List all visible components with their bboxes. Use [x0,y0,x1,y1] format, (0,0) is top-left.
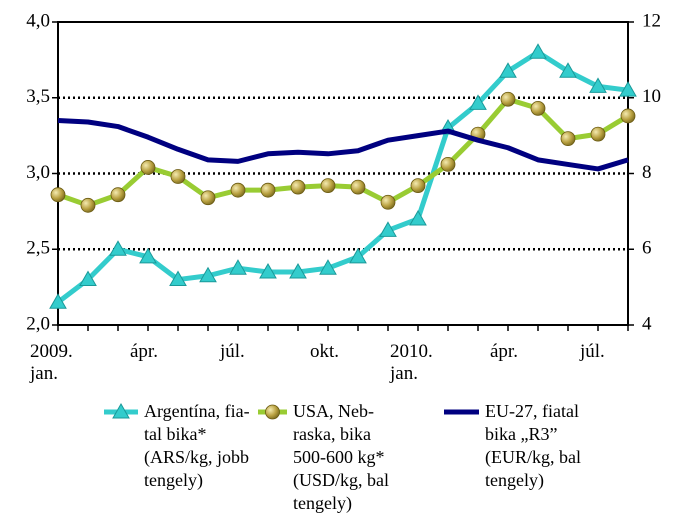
marker [319,259,337,275]
y-tick-label: 2,5 [26,238,50,259]
marker [349,247,367,264]
y-tick-label: 3,5 [26,86,50,107]
y-tick-label: 4,0 [26,10,50,31]
y-tick-label: 2,0 [26,313,50,334]
marker [589,77,607,93]
marker [500,91,516,107]
marker [170,169,186,184]
y2-tick-label: 10 [642,86,661,107]
legend-marker [265,404,280,420]
x-tick-label: júl. [220,341,245,362]
marker [469,94,487,110]
legend-marker [112,402,130,419]
marker [79,270,97,287]
marker [110,187,126,203]
marker [49,293,67,309]
marker [140,160,156,175]
x-tick-label: okt. [310,341,340,362]
legend-label: Argentína, fia- tal bika* (ARS/kg, jobb … [144,401,250,490]
marker [559,62,577,78]
marker [109,240,127,256]
marker [619,81,637,97]
x-tick-label: ápr. [490,341,518,362]
marker [379,221,397,237]
marker [499,62,517,78]
marker [350,179,366,195]
y2-tick-label: 6 [642,238,652,259]
legend-label: USA, Neb- raska, bika 500-600 kg* (USD/k… [293,401,389,513]
marker [169,270,187,287]
line [57,117,629,172]
marker [260,182,276,198]
y-tick-label: 3,0 [26,162,50,183]
marker [620,108,636,124]
marker [230,182,246,198]
y2-tick-label: 8 [642,162,652,183]
marker [590,126,606,142]
marker [440,157,456,172]
markers [50,91,636,213]
x-tick-label: júl. [580,341,605,362]
x-tick-label: ápr. [130,341,158,362]
marker [139,247,157,264]
marker [290,179,306,195]
line [56,49,629,305]
marker [529,43,547,59]
x-tick-label: 2010. jan. [390,341,433,384]
marker [320,178,336,194]
marker [229,259,247,275]
marker [259,262,277,279]
marker [560,131,576,147]
marker [50,187,66,203]
marker [380,194,396,210]
legend-label: EU-27, fiatal bika „R3” (EUR/kg, bal ten… [485,401,581,490]
y2-tick-label: 12 [642,10,661,31]
marker [199,266,217,283]
marker [200,190,216,206]
marker [409,209,427,226]
marker [410,178,426,194]
y2-tick-label: 4 [642,313,652,334]
plot-frame [57,21,629,326]
marker [289,262,307,279]
marker [80,197,96,213]
x-tick-label: 2009. jan. [30,341,73,384]
marker [530,100,546,116]
